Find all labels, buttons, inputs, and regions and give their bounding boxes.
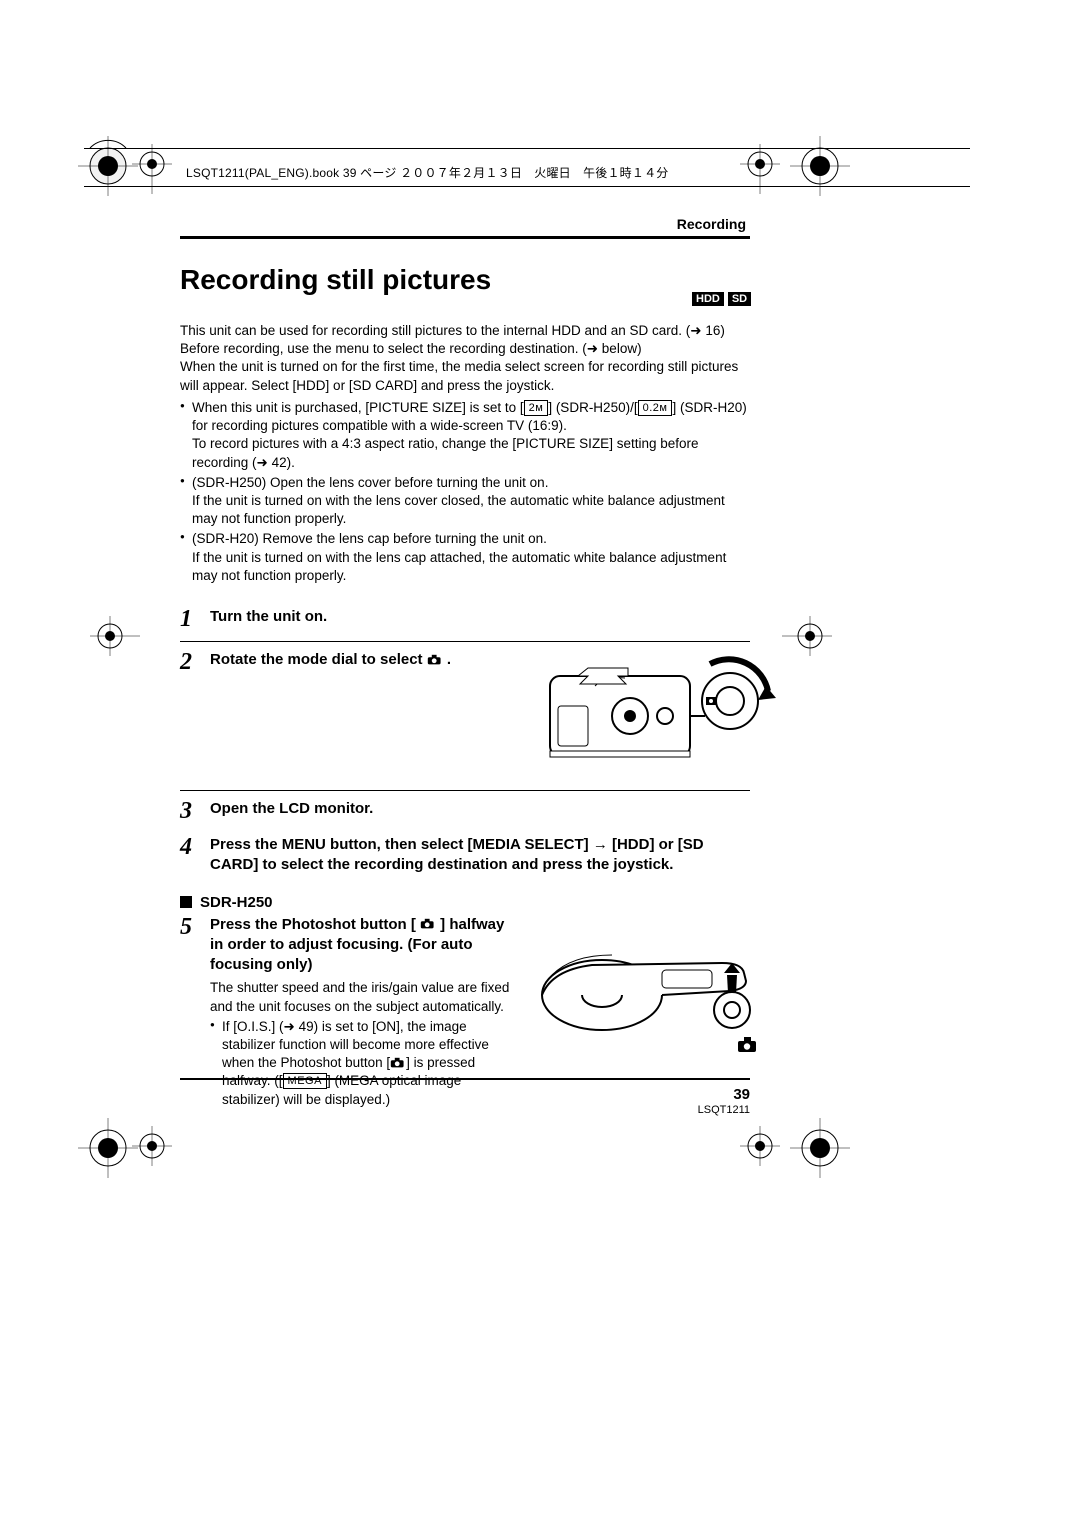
bullet-3: (SDR-H20) Remove the lens cap before tur… <box>180 530 750 585</box>
step-5-desc: The shutter speed and the iris/gain valu… <box>210 979 510 1015</box>
arrow-icon: ➜ <box>587 341 598 356</box>
picture-size-box-02m: 0.2ᴍ <box>638 400 673 416</box>
intro-p1a: This unit can be used for recording stil… <box>180 323 690 338</box>
crop-line <box>84 148 970 149</box>
square-bullet-icon <box>180 896 192 908</box>
page-title: Recording still pictures <box>180 264 760 296</box>
page-number: 39 <box>694 1086 750 1103</box>
crop-mark-bot-left-2 <box>132 1126 182 1176</box>
step-3-text: Open the LCD monitor. <box>210 799 750 819</box>
steps: 1 Turn the unit on. 2 Rotate the mode di… <box>180 599 750 1119</box>
bullet-1-sub: To record pictures with a 4:3 aspect rat… <box>192 435 750 471</box>
camera-icon <box>390 1055 406 1067</box>
intro-bullets: When this unit is purchased, [PICTURE SI… <box>180 399 750 585</box>
step-number: 1 <box>180 607 202 631</box>
step-number: 2 <box>180 650 202 674</box>
arrow-icon: ➜ <box>257 455 268 470</box>
arrow-icon: ➜ <box>690 323 701 338</box>
step-1-text: Turn the unit on. <box>210 607 750 627</box>
step-number: 3 <box>180 799 202 823</box>
step-4: 4 Press the MENU button, then select [ME… <box>180 833 750 886</box>
doc-id: LSQT1211 <box>684 1104 750 1116</box>
camera-dial-illustration <box>530 646 780 766</box>
step-1: 1 Turn the unit on. <box>180 599 750 642</box>
picture-size-box-2m: 2ᴍ <box>524 400 549 416</box>
bullet-1: When this unit is purchased, [PICTURE SI… <box>180 399 750 472</box>
model-heading: SDR-H250 <box>180 894 750 911</box>
intro-p2: When the unit is turned on for the first… <box>180 358 750 394</box>
step-2-text: Rotate the mode dial to select <box>210 651 427 668</box>
bullet-2-sub: If the unit is turned on with the lens c… <box>192 492 750 528</box>
intro-p1c: below) <box>598 341 642 356</box>
mega-box: MEGA <box>283 1073 327 1089</box>
crop-mark-mid-left <box>90 616 140 666</box>
step-2-period: . <box>443 651 451 668</box>
step-3: 3 Open the LCD monitor. <box>180 791 750 833</box>
crop-mark-bot-right <box>790 1118 860 1188</box>
step-2: 2 Rotate the mode dial to select . <box>180 642 750 791</box>
arrow-icon: ➜ <box>284 1019 295 1034</box>
footer-rule <box>180 1078 750 1080</box>
book-metadata-line: LSQT1211(PAL_ENG).book 39 ページ ２００７年２月１３日… <box>186 164 668 181</box>
crop-line <box>84 186 970 187</box>
model-label: SDR-H250 <box>200 894 273 911</box>
intro-text: This unit can be used for recording stil… <box>180 322 750 395</box>
crop-mark-bot-right-2 <box>740 1126 790 1176</box>
camera-icon <box>420 916 436 928</box>
crop-mark-mid-right <box>782 616 832 666</box>
crop-mark-top-right <box>790 136 860 206</box>
step-4-text: Press the MENU button, then select [MEDI… <box>210 835 750 876</box>
step-5: 5 Press the Photoshot button [ ] halfway… <box>180 915 750 1119</box>
camera-mode-icon <box>427 651 443 663</box>
bullet-3-sub: If the unit is turned on with the lens c… <box>192 549 750 585</box>
step-number: 5 <box>180 915 202 939</box>
step-5-bullet: If [O.I.S.] (➜ 49) is set to [ON], the i… <box>210 1018 510 1109</box>
step-number: 4 <box>180 835 202 859</box>
step-5-text-a: Press the Photoshot button [ <box>210 916 416 933</box>
bullet-2: (SDR-H250) Open the lens cover before tu… <box>180 474 750 529</box>
